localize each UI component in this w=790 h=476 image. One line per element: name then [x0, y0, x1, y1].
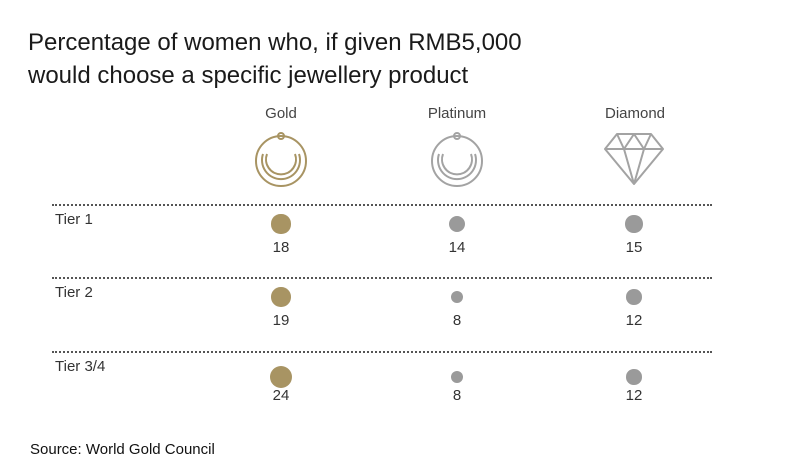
value-dot [271, 214, 291, 234]
row-label: Tier 2 [55, 284, 93, 301]
value-label: 12 [625, 387, 643, 404]
column-header-gold: Gold [265, 105, 297, 122]
row-label: Tier 1 [55, 211, 93, 228]
column-header-diamond: Diamond [604, 105, 666, 122]
value-label: 12 [625, 312, 643, 329]
value-dot [626, 369, 642, 385]
value-dot [625, 215, 643, 233]
value-label: 19 [272, 312, 290, 329]
value-label: 15 [625, 239, 643, 256]
source-note: Source: World Gold Council [30, 441, 215, 458]
row-divider [52, 277, 712, 279]
value-dot [450, 370, 464, 384]
diamond-icon [604, 133, 664, 185]
value-dot [270, 366, 292, 388]
row-label: Tier 3/4 [55, 358, 106, 375]
value-label: 18 [272, 239, 290, 256]
value-dot [626, 289, 642, 305]
chart-title: Percentage of women who, if given RMB5,0… [28, 26, 748, 92]
title-line-2: would choose a specific jewellery produc… [28, 62, 469, 89]
value-dot [450, 290, 464, 304]
value-label: 8 [452, 312, 462, 329]
platinum-bangle-icon [431, 132, 483, 187]
row-divider [52, 351, 712, 353]
value-dot [271, 287, 291, 307]
value-label: 8 [452, 387, 462, 404]
gold-bangle-icon [255, 132, 307, 187]
row-divider [52, 204, 712, 206]
title-line-1: Percentage of women who, if given RMB5,0… [28, 29, 522, 56]
value-label: 14 [448, 239, 466, 256]
value-label: 24 [272, 387, 290, 404]
column-header-platinum: Platinum [427, 105, 487, 122]
value-dot [448, 215, 466, 233]
